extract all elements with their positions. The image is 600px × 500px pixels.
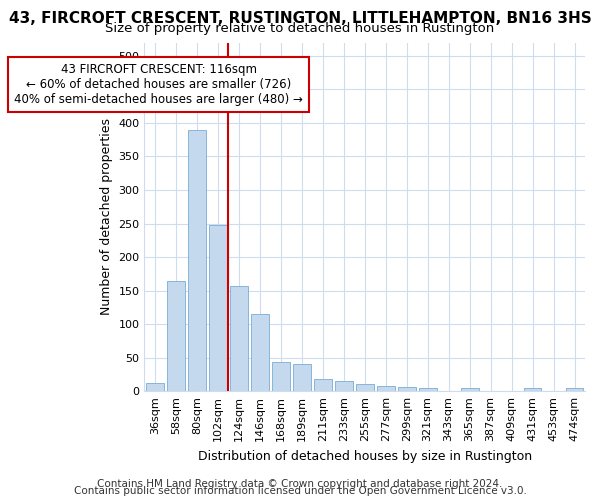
- Bar: [335, 381, 353, 391]
- Bar: [398, 387, 416, 391]
- Bar: [167, 280, 185, 391]
- Bar: [230, 286, 248, 391]
- Text: Size of property relative to detached houses in Rustington: Size of property relative to detached ho…: [106, 22, 494, 35]
- Bar: [419, 388, 437, 391]
- X-axis label: Distribution of detached houses by size in Rustington: Distribution of detached houses by size …: [197, 450, 532, 462]
- Bar: [356, 384, 374, 391]
- Y-axis label: Number of detached properties: Number of detached properties: [100, 118, 113, 316]
- Bar: [293, 364, 311, 391]
- Text: Contains public sector information licensed under the Open Government Licence v3: Contains public sector information licen…: [74, 486, 526, 496]
- Bar: [146, 383, 164, 391]
- Bar: [377, 386, 395, 391]
- Bar: [188, 130, 206, 391]
- Text: 43 FIRCROFT CRESCENT: 116sqm
← 60% of detached houses are smaller (726)
40% of s: 43 FIRCROFT CRESCENT: 116sqm ← 60% of de…: [14, 62, 303, 106]
- Text: Contains HM Land Registry data © Crown copyright and database right 2024.: Contains HM Land Registry data © Crown c…: [97, 479, 503, 489]
- Bar: [314, 379, 332, 391]
- Bar: [566, 388, 583, 391]
- Bar: [251, 314, 269, 391]
- Bar: [209, 225, 227, 391]
- Bar: [461, 388, 479, 391]
- Text: 43, FIRCROFT CRESCENT, RUSTINGTON, LITTLEHAMPTON, BN16 3HS: 43, FIRCROFT CRESCENT, RUSTINGTON, LITTL…: [8, 11, 592, 26]
- Bar: [272, 362, 290, 391]
- Bar: [524, 388, 541, 391]
